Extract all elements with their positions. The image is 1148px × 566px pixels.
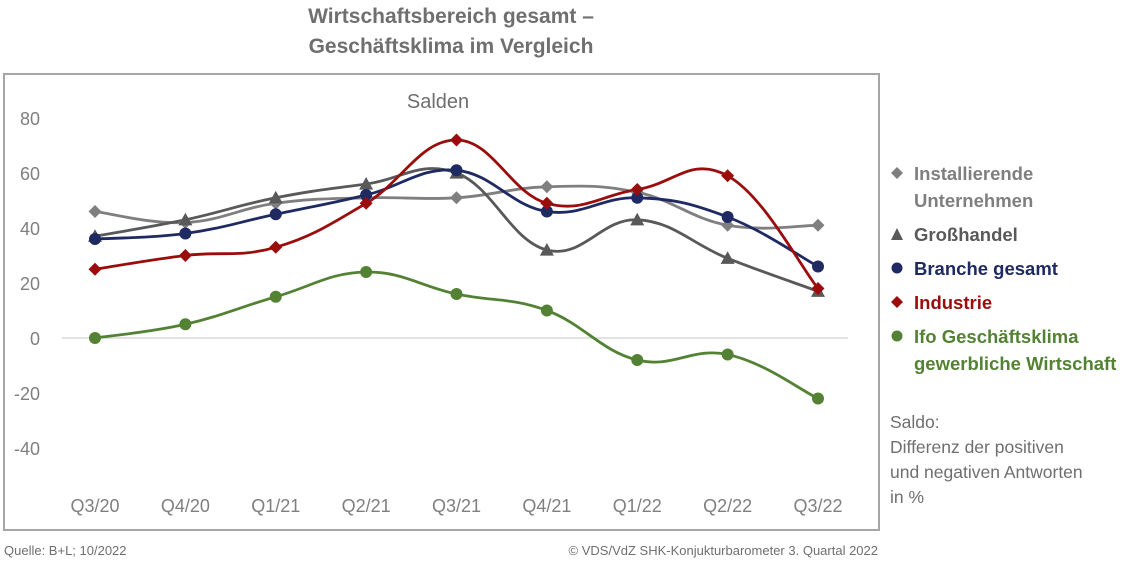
- note-line-3: und negativen Antworten: [890, 462, 1083, 482]
- series-4-point: [178, 249, 192, 262]
- series-1-point: [540, 180, 554, 194]
- y-tick-label: 40: [20, 219, 40, 239]
- diamond-marker-icon: [891, 167, 903, 179]
- copyright-note: © VDS/VdZ SHK-Konjukturbarometer 3. Quar…: [568, 543, 878, 558]
- series-3-point: [269, 208, 282, 221]
- source-note: Quelle: B+L; 10/2022: [4, 543, 127, 558]
- series-4-point: [359, 196, 373, 210]
- series-5-point: [721, 348, 734, 361]
- x-tick-label: Q1/21: [251, 496, 300, 516]
- series-5-point: [269, 290, 282, 303]
- line-chart: Salden 80 60 40 20 0 -20 -40 Q3/20 Q4/20 Q1/21 Q2/2…: [14, 91, 848, 516]
- series-2-point: [539, 243, 554, 256]
- legend-label: Installierende: [914, 163, 1034, 184]
- y-tick-label: -20: [14, 384, 40, 404]
- series-2-point: [630, 212, 645, 226]
- x-tick-label: Q1/22: [613, 496, 662, 516]
- note-line-2: Differenz der positiven: [890, 437, 1064, 457]
- series-4-point: [88, 262, 102, 276]
- series-3-point: [721, 211, 734, 223]
- y-tick-label: 20: [20, 274, 40, 294]
- series-1-point: [811, 218, 825, 232]
- triangle-marker-icon: [891, 228, 903, 240]
- x-tick-label: Q3/21: [432, 496, 481, 516]
- legend-label: Unternehmen: [914, 190, 1034, 211]
- x-tick-label: Q3/20: [70, 496, 119, 516]
- y-tick-label: 0: [30, 329, 40, 349]
- legend-item: Installierende Unternehmen: [888, 160, 1146, 214]
- legend-item: Großhandel: [888, 221, 1146, 248]
- saldo-note: Saldo: Differenz der positiven und negat…: [890, 410, 1146, 510]
- y-tick-label: 80: [20, 109, 40, 129]
- circle-marker-icon: [891, 330, 903, 342]
- series-4-point: [450, 133, 463, 147]
- series-2-point: [268, 190, 283, 204]
- series-5-point: [89, 332, 101, 344]
- chart-title-line-1: Wirtschaftsbereich gesamt –: [308, 5, 594, 28]
- x-tick-label: Q3/22: [793, 496, 842, 516]
- y-tick-label: 60: [20, 164, 40, 184]
- series-5-point: [812, 392, 824, 405]
- series-5-point: [450, 288, 463, 300]
- chart-title: Wirtschaftsbereich gesamt – Geschäftskli…: [0, 2, 902, 62]
- series-4-point: [540, 196, 554, 210]
- legend-label: Ifo Geschäftsklima: [914, 326, 1079, 347]
- series-2-point: [178, 212, 193, 226]
- legend-label: Industrie: [914, 292, 993, 313]
- note-line-1: Saldo:: [890, 412, 940, 432]
- series-5-point: [360, 266, 373, 278]
- series-2-point: [359, 177, 374, 190]
- legend-item: Ifo Geschäftsklima gewerbliche Wirtschaft: [888, 323, 1146, 377]
- series-3-point: [450, 164, 463, 177]
- series-4-point: [630, 183, 644, 196]
- series-4-point: [269, 240, 283, 254]
- circle-marker-icon: [891, 262, 903, 274]
- y-tick-label: -40: [14, 439, 40, 459]
- series-3-point: [360, 189, 373, 201]
- series-3-point: [540, 205, 553, 218]
- series-3-point: [631, 191, 644, 204]
- diamond-marker-icon: [891, 296, 903, 308]
- series-1-point: [450, 191, 463, 205]
- x-tick-label: Q2/22: [703, 496, 752, 516]
- series-line-3: [94, 168, 819, 268]
- legend-label: Großhandel: [914, 224, 1018, 245]
- legend-label: Branche gesamt: [914, 258, 1058, 279]
- legend-item: Branche gesamt: [888, 255, 1146, 282]
- note-line-4: in %: [890, 487, 925, 507]
- legend-item: Industrie: [888, 289, 1146, 316]
- x-tick-label: Q4/20: [161, 496, 210, 516]
- series-5-point: [179, 318, 192, 331]
- series-3-point: [89, 233, 101, 245]
- series-4-point: [721, 169, 735, 183]
- chart-legend: Installierende Unternehmen Großhandel Branc…: [888, 160, 1146, 384]
- x-tick-label: Q2/21: [342, 496, 391, 516]
- chart-title-line-2: Geschäftsklima im Vergleich: [308, 35, 594, 58]
- series-3-point: [179, 227, 192, 240]
- legend-label: gewerbliche Wirtschaft: [914, 353, 1117, 374]
- series-4-point: [811, 282, 825, 295]
- chart-subtitle: Salden: [407, 91, 469, 113]
- series-1-point: [88, 205, 102, 218]
- series-2-point: [720, 251, 735, 264]
- x-tick-label: Q4/21: [522, 496, 571, 516]
- series-5-point: [540, 304, 553, 317]
- series-5-point: [631, 354, 644, 366]
- chart-panel: [3, 73, 880, 531]
- series-3-point: [812, 260, 824, 273]
